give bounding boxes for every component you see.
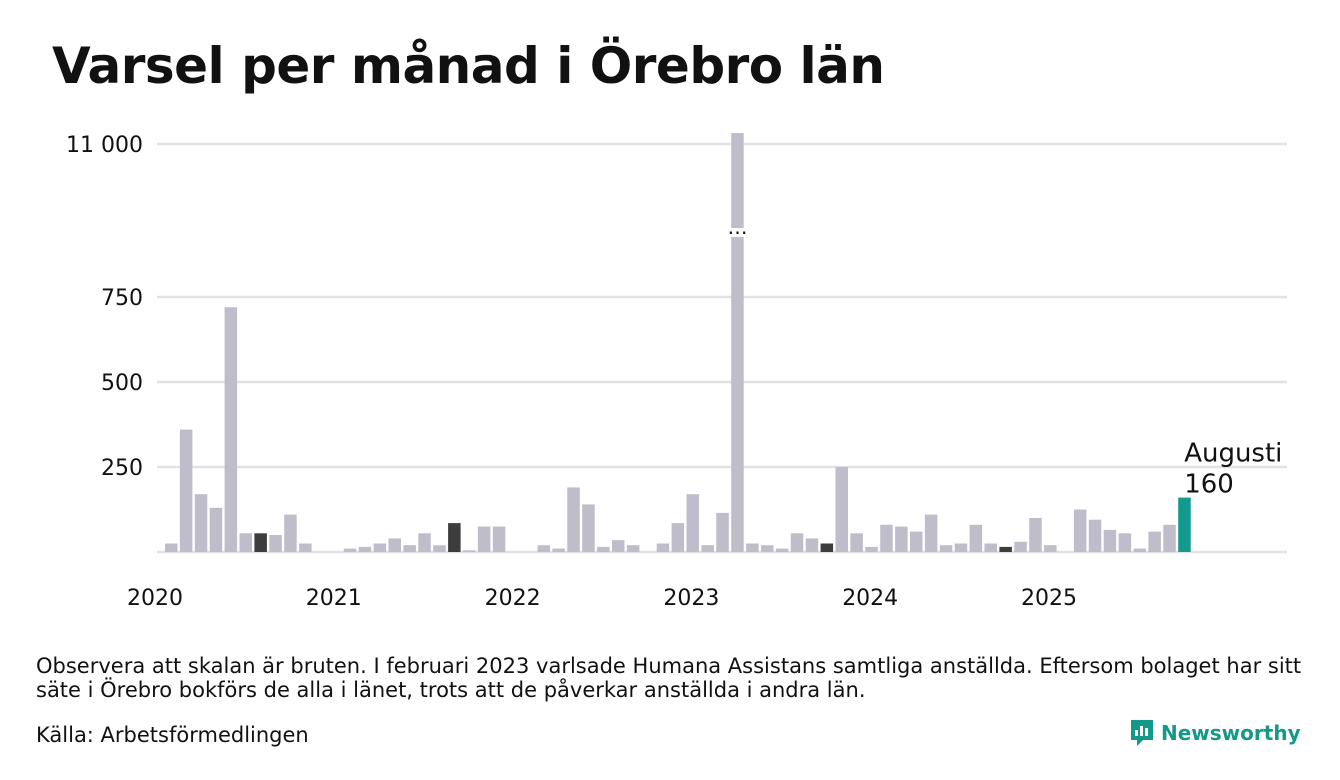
bar — [924, 514, 938, 552]
brand-logo: Newsworthy — [1129, 718, 1301, 748]
newsworthy-logo-icon — [1131, 720, 1153, 746]
bar — [567, 487, 580, 552]
bar — [343, 548, 357, 552]
bar — [954, 543, 968, 552]
bar — [656, 543, 670, 552]
bar — [701, 545, 714, 552]
bar — [239, 533, 252, 552]
x-tick-label: 2020 — [127, 586, 183, 611]
bar — [1103, 529, 1117, 552]
bar — [820, 543, 834, 552]
bar — [1044, 545, 1057, 552]
bar — [835, 467, 848, 552]
bar — [269, 535, 282, 552]
bar — [537, 545, 550, 552]
bar — [373, 543, 387, 552]
x-tick-label: 2022 — [485, 586, 541, 611]
bar — [805, 538, 819, 552]
bar — [969, 524, 983, 552]
bar — [388, 538, 401, 552]
bar — [552, 548, 565, 552]
bar — [880, 524, 893, 552]
bar — [448, 523, 461, 552]
x-tick-label: 2023 — [663, 586, 719, 611]
bar — [716, 512, 729, 552]
bar — [612, 540, 625, 552]
bar — [895, 526, 908, 552]
bar — [1073, 509, 1087, 552]
bar — [179, 429, 193, 552]
bar-segment-upper — [731, 133, 744, 228]
bar — [746, 543, 759, 552]
bar — [686, 494, 699, 552]
bar — [1148, 531, 1161, 552]
bar — [492, 526, 506, 552]
bar — [597, 546, 610, 552]
bar — [1088, 519, 1102, 552]
x-tick-label: 2021 — [306, 586, 362, 611]
x-tick-label: 2025 — [1021, 586, 1077, 611]
gridlines — [157, 142, 1287, 554]
y-tick-label: 250 — [101, 456, 143, 481]
brand-name: Newsworthy — [1161, 721, 1301, 745]
bar — [939, 545, 953, 552]
x-tick-label: 2024 — [842, 586, 898, 611]
bar — [299, 543, 312, 552]
source-label: Källa: Arbetsförmedlingen — [36, 723, 309, 747]
bar — [1163, 524, 1176, 552]
bar — [850, 533, 863, 552]
bar — [1118, 533, 1132, 552]
bar — [358, 546, 372, 552]
x-axis-labels: 2020 2021 2022 2023 2024 2025 — [127, 586, 1077, 611]
bar — [761, 545, 774, 552]
bar — [1133, 548, 1146, 552]
bar — [254, 533, 267, 552]
y-tick-label: 500 — [101, 371, 143, 396]
y-tick-label: 11 000 — [66, 133, 143, 158]
bar — [910, 531, 923, 552]
bar — [1178, 497, 1191, 552]
bar — [224, 307, 238, 552]
y-axis-labels: 11 000 750 500 250 — [66, 133, 143, 481]
y-tick-label: 750 — [101, 286, 143, 311]
bar — [433, 545, 446, 552]
bar — [209, 507, 223, 552]
bar-segment-lower — [731, 237, 744, 552]
bar — [865, 546, 878, 552]
axis-break-marker: … — [727, 215, 747, 239]
bar — [1014, 541, 1027, 552]
chart-title: Varsel per månad i Örebro län — [52, 37, 885, 95]
bar-chart: 11 000 750 500 250 2020 2021 2022 2023 2024 2025… — [66, 133, 1287, 611]
chart-note: Observera att skalan är bruten. I februa… — [36, 654, 1302, 702]
bar — [626, 545, 640, 552]
bar — [775, 548, 789, 552]
bar — [477, 526, 491, 552]
bar — [194, 494, 208, 552]
bars — [165, 133, 1191, 552]
bar — [284, 514, 297, 552]
bar — [582, 504, 595, 552]
bar — [418, 533, 431, 552]
annotation-value: 160 — [1184, 470, 1234, 500]
bar — [790, 533, 804, 552]
bar — [403, 545, 416, 552]
bar — [671, 523, 685, 552]
bar — [984, 543, 997, 552]
annotation-month: Augusti — [1184, 439, 1282, 469]
bar — [1029, 518, 1042, 552]
bar — [165, 543, 178, 552]
bar — [999, 546, 1012, 552]
bar — [463, 550, 476, 552]
